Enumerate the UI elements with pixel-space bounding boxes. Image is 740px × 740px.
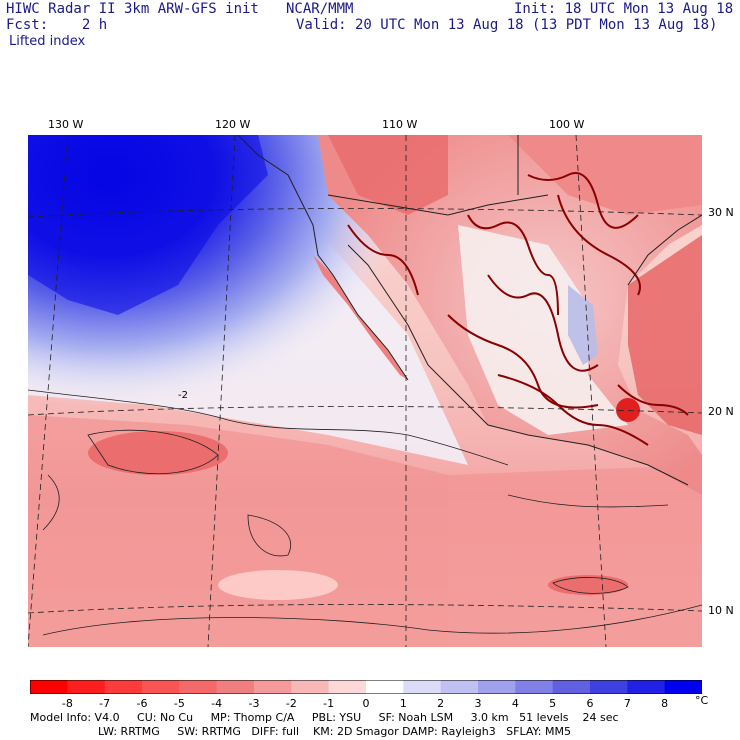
colorbar-swatch: [515, 680, 554, 694]
colorbar-tick-label: -3: [248, 697, 260, 710]
colorbar-swatch: [328, 680, 367, 694]
colorbar-tick-label: 2: [437, 697, 445, 710]
lon-label-100w: 100 W: [549, 118, 585, 131]
colorbar-tick-label: 7: [623, 697, 631, 710]
lon-label-110w: 110 W: [382, 118, 418, 131]
colorbar-swatch: [440, 680, 479, 694]
colorbar-tick-label: -6: [136, 697, 148, 710]
colorbar-swatch: [67, 680, 106, 694]
colorbar: [30, 680, 702, 694]
valid-time: Valid: 20 UTC Mon 13 Aug 18 (13 PDT Mon …: [296, 17, 718, 33]
colorbar-swatch: [478, 680, 516, 694]
colorbar-tick-label: -1: [323, 697, 335, 710]
colorbar-swatch: [291, 680, 330, 694]
lat-label-30n: 30 N: [708, 206, 734, 219]
colorbar-swatch: [216, 680, 255, 694]
colorbar-tick-label: 8: [661, 697, 669, 710]
colorbar-tick-label: 5: [549, 697, 557, 710]
terrain-contours: [347, 172, 689, 446]
colorbar-swatch: [254, 680, 292, 694]
colorbar-tick-label: -2: [285, 697, 297, 710]
model-title: HIWC Radar II 3km ARW-GFS init: [6, 1, 259, 17]
model-info-line1: Model Info: V4.0 CU: No Cu MP: Thomp C/A…: [30, 711, 619, 724]
field-name: Lifted index: [9, 34, 86, 49]
forecast-hour: Fcst: 2 h: [6, 17, 108, 33]
colorbar-swatch: [552, 680, 591, 694]
colorbar-tick-label: 1: [399, 697, 407, 710]
colorbar-tick-label: -4: [211, 697, 223, 710]
colorbar-swatch: [366, 680, 404, 694]
unstable-patch: [88, 431, 228, 475]
colorbar-swatch: [104, 680, 143, 694]
init-time: Init: 18 UTC Mon 13 Aug 18: [514, 1, 734, 17]
lon-label-130w: 130 W: [48, 118, 84, 131]
lifted-index-map: -2: [28, 135, 702, 647]
graticule: [28, 135, 702, 647]
colorbar-tick-label: 3: [474, 697, 482, 710]
model-info-line2: LW: RRTMG SW: RRTMG DIFF: full KM: 2D Sm…: [98, 725, 571, 738]
institution-label: NCAR/MMM: [286, 1, 354, 17]
contour-label: -2: [178, 390, 188, 401]
colorbar-tick-label: 4: [511, 697, 519, 710]
colorbar-swatch: [590, 680, 628, 694]
colorbar-swatch: [627, 680, 666, 694]
lat-label-20n: 20 N: [708, 405, 734, 418]
lon-label-120w: 120 W: [215, 118, 251, 131]
colorbar-tick-label: -8: [61, 697, 73, 710]
colorbar-swatch: [142, 680, 180, 694]
colorbar-tick-label: -5: [173, 697, 185, 710]
colorbar-swatch: [664, 680, 702, 694]
colorbar-tick-label: -7: [99, 697, 111, 710]
contour-line: [28, 389, 509, 466]
lat-label-10n: 10 N: [708, 604, 734, 617]
colorbar-tick-label: 6: [586, 697, 594, 710]
colorbar-swatch: [403, 680, 442, 694]
colorbar-unit: °C: [695, 694, 709, 707]
colorbar-tick-label: 0: [362, 697, 370, 710]
colorbar-swatch: [179, 680, 218, 694]
colorbar-swatch: [30, 680, 68, 694]
max-instability-core: [616, 398, 640, 422]
